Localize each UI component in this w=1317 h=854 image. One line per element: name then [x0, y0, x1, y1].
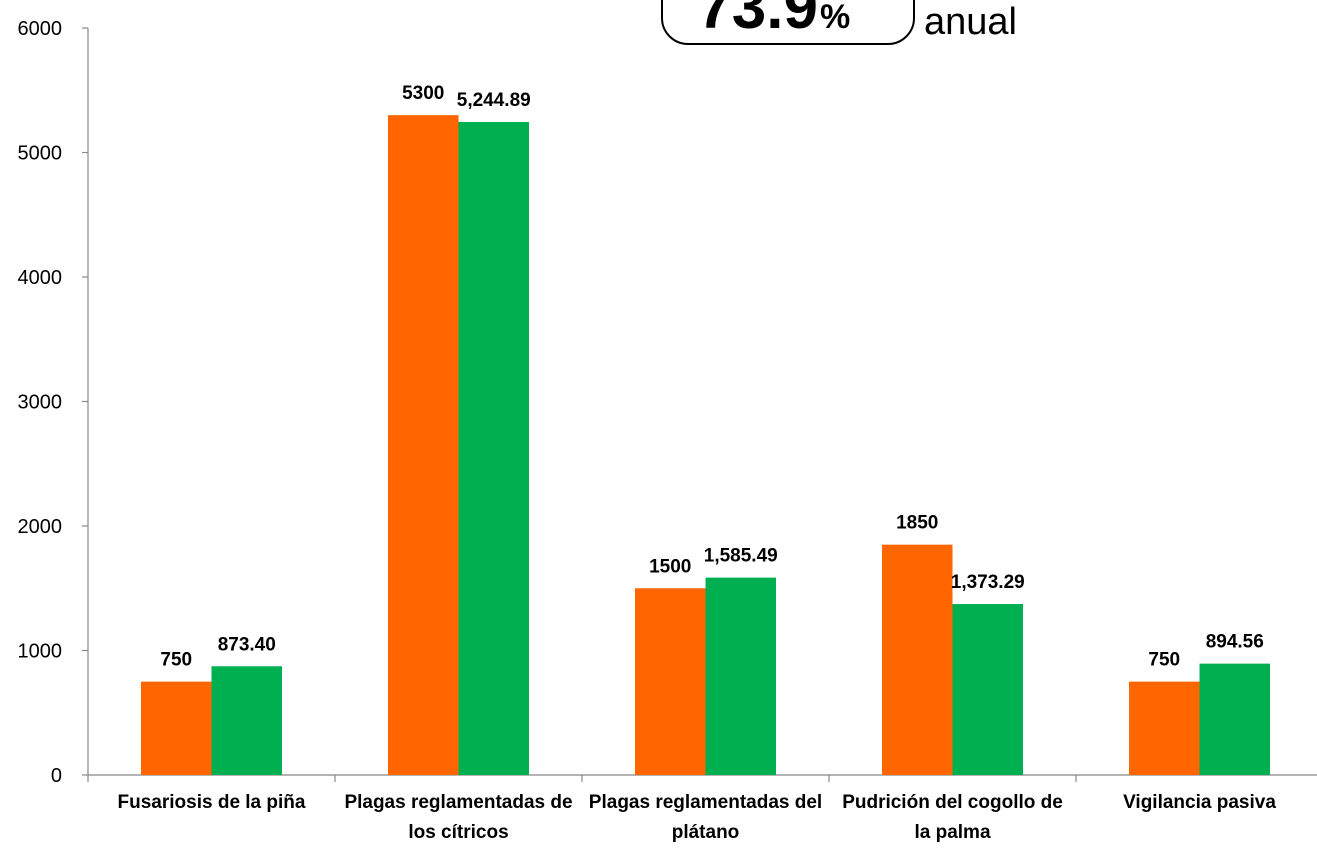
- bar: [1129, 681, 1200, 775]
- y-tick-label: 6000: [18, 18, 63, 40]
- annotation-unit: %: [820, 0, 850, 36]
- annotation-value: 73.9: [697, 0, 818, 42]
- bar: [952, 604, 1023, 775]
- bar: [705, 577, 776, 775]
- annotation-note: anual: [924, 1, 1017, 43]
- y-tick-label: 5000: [18, 143, 63, 165]
- y-tick-label: 3000: [18, 392, 63, 414]
- value-label: 1,373.29: [951, 572, 1025, 593]
- value-label: 5300: [402, 83, 444, 104]
- value-label: 873.40: [218, 634, 276, 655]
- bar: [635, 588, 706, 775]
- y-tick-label: 2000: [18, 516, 63, 538]
- x-tick-label: Plagas reglamentadas del plátano: [589, 792, 822, 843]
- value-label: 894.56: [1206, 632, 1264, 653]
- y-tick-label: 0: [51, 765, 62, 787]
- y-tick-label: 4000: [18, 267, 63, 289]
- value-label: 5,244.89: [457, 90, 531, 111]
- x-tick-label: Plagas reglamentadas de los cítricos: [344, 792, 572, 843]
- x-tick-label: Pudrición del cogollo de la palma: [842, 792, 1063, 843]
- x-tick-label: Vigilancia pasiva: [1123, 792, 1276, 813]
- bar: [458, 122, 529, 776]
- bar: [388, 115, 459, 775]
- value-label: 1,585.49: [704, 546, 778, 567]
- bar: [211, 666, 282, 775]
- value-label: 750: [1148, 650, 1180, 671]
- bar: [141, 681, 212, 775]
- value-label: 750: [160, 650, 192, 671]
- bar: [1199, 663, 1270, 775]
- y-tick-label: 1000: [18, 641, 63, 663]
- value-label: 1850: [896, 513, 938, 534]
- bar: [882, 544, 953, 775]
- annotation-box: [661, 0, 915, 45]
- value-label: 1500: [649, 556, 691, 577]
- x-tick-label: Fusariosis de la piña: [118, 792, 306, 813]
